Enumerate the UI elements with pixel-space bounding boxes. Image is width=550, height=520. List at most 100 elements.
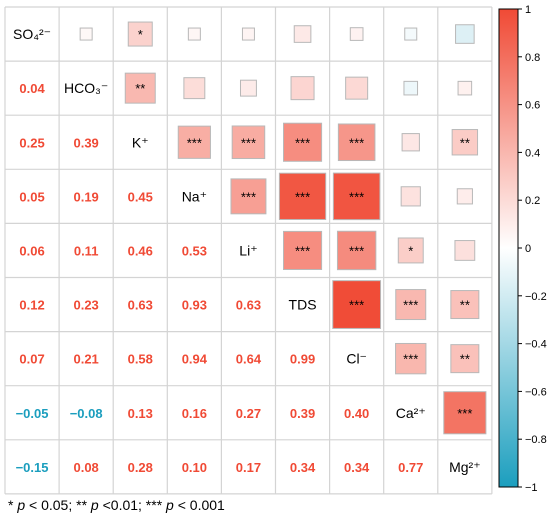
coefficient-label: 0.05 (19, 189, 44, 204)
coefficient-label: 0.40 (344, 406, 369, 421)
significance-marker: *** (241, 135, 256, 150)
correlation-square (345, 76, 369, 100)
colorbar-tick-label: −0.6 (525, 386, 547, 398)
correlation-square (332, 172, 381, 221)
correlation-square (443, 391, 487, 435)
coefficient-label: 0.21 (73, 352, 98, 367)
colorbar-tick-label: 0.8 (525, 52, 540, 64)
coefficient-label: 0.53 (182, 243, 207, 258)
diagonal-label: Mg²⁺ (449, 459, 481, 475)
correlation-square (278, 172, 327, 220)
correlation-square (241, 27, 255, 41)
correlation-square (177, 125, 211, 159)
correlation-square (349, 27, 364, 41)
significance-marker: ** (460, 352, 470, 367)
significance-marker: *** (403, 352, 418, 367)
coefficient-label: 0.39 (73, 135, 98, 150)
coefficient-label: 0.99 (290, 352, 315, 367)
coefficient-label: 0.23 (73, 298, 98, 313)
colorbar-tick-label: −0.8 (525, 434, 547, 446)
coefficient-label: 0.06 (19, 243, 44, 258)
coefficient-label: −0.05 (16, 406, 49, 421)
correlation-square (127, 21, 153, 47)
colorbar-tick-label: −1 (525, 482, 538, 494)
diagonal-label: Li⁺ (239, 242, 257, 258)
correlation-square (454, 240, 476, 261)
coefficient-label: 0.25 (19, 135, 44, 150)
coefficient-label: 0.63 (128, 298, 153, 313)
correlation-square (336, 230, 377, 271)
coefficient-label: 0.39 (290, 406, 315, 421)
correlation-square (290, 76, 315, 101)
coefficient-label: 0.27 (236, 406, 261, 421)
coefficient-label: 0.63 (236, 298, 261, 313)
colorbar-tick-label: 1 (525, 4, 531, 16)
correlation-square (456, 188, 473, 205)
correlation-square (239, 79, 257, 97)
correlation-square (395, 342, 427, 375)
diagonal-label: TDS (289, 297, 317, 313)
significance-marker: *** (295, 189, 310, 204)
coefficient-label: 0.17 (236, 460, 261, 475)
correlation-square (450, 290, 480, 320)
coefficient-label: 0.34 (344, 460, 370, 475)
significance-marker: * (138, 27, 143, 42)
coefficient-label: 0.19 (73, 189, 98, 204)
correlation-square (230, 178, 267, 215)
colorbar-tick-label: 0 (525, 243, 531, 255)
coefficient-label: 0.10 (182, 460, 207, 475)
significance-marker: ** (135, 81, 145, 96)
coefficient-label: −0.15 (16, 460, 49, 475)
correlation-square (401, 133, 420, 152)
correlation-square (231, 125, 266, 160)
coefficient-label: 0.45 (128, 189, 153, 204)
correlation-square (337, 123, 376, 162)
coefficient-label: 0.64 (236, 352, 262, 367)
coefficient-label: 0.11 (74, 243, 99, 258)
diagonal-label: Ca²⁺ (396, 405, 426, 421)
correlation-square (283, 122, 323, 162)
correlation-square (283, 230, 323, 270)
significance-marker: * (408, 243, 413, 258)
coefficient-label: 0.12 (19, 298, 44, 313)
colorbar-tick-label: 0.4 (525, 147, 540, 159)
coefficient-label: 0.94 (182, 352, 208, 367)
correlation-square (397, 237, 424, 264)
diagonal-label: Cl⁻ (346, 351, 367, 367)
coefficient-label: 0.28 (128, 460, 153, 475)
significance-marker: *** (241, 189, 256, 204)
significance-marker: *** (349, 189, 364, 204)
significance-marker: ** (460, 298, 470, 313)
significance-marker: *** (349, 298, 364, 313)
coefficient-label: 0.46 (128, 243, 153, 258)
significance-marker: *** (403, 298, 418, 313)
coefficient-label: 0.08 (73, 460, 98, 475)
significance-marker: *** (457, 406, 472, 421)
diagonal-label: K⁺ (132, 134, 149, 150)
correlation-square (395, 289, 427, 321)
correlation-square (404, 27, 418, 41)
significance-marker: *** (295, 243, 310, 258)
coefficient-label: 0.16 (182, 406, 207, 421)
correlation-square (187, 27, 201, 41)
colorbar-tick-label: −0.2 (525, 291, 547, 303)
coefficient-label: 0.04 (19, 81, 45, 96)
correlation-square (293, 25, 312, 43)
correlation-square (455, 24, 475, 44)
correlation-square (124, 72, 156, 104)
coefficient-label: 0.93 (182, 298, 207, 313)
correlation-square (400, 186, 421, 207)
significance-marker: *** (295, 135, 310, 150)
colorbar-tick-label: 0.6 (525, 100, 540, 112)
coefficient-label: −0.08 (70, 406, 103, 421)
coefficient-label: 0.58 (128, 352, 153, 367)
correlation-square (183, 77, 206, 100)
coefficient-label: 0.34 (290, 460, 316, 475)
correlation-square (332, 280, 382, 329)
coefficient-label: 0.13 (128, 406, 153, 421)
significance-marker: *** (349, 243, 364, 258)
correlation-square (450, 344, 480, 374)
diagonal-label: Na⁺ (182, 188, 207, 204)
correlation-square (403, 80, 419, 96)
